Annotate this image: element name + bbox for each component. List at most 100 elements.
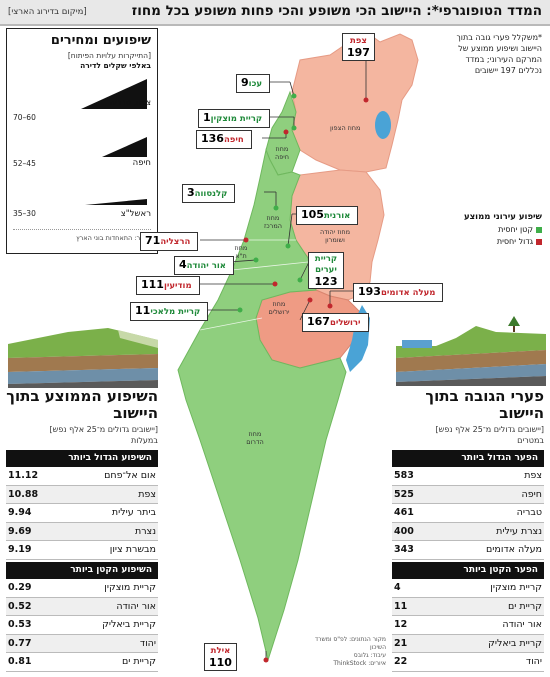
- row-name: ביתר עילית: [111, 507, 156, 519]
- city-box-kiryat-malachi: קריית מלאכי11: [130, 302, 209, 321]
- city-box-eilat: אילת 110: [204, 643, 237, 671]
- legend-subtitle: [התייקרות עלויות הפיתוח]: [67, 51, 151, 60]
- row-value: 21: [394, 637, 408, 649]
- row-value: 11: [394, 600, 408, 612]
- table-row: 0.29 קריית מוצקין: [6, 579, 158, 598]
- row-value: 4: [394, 582, 401, 594]
- row-value: 400: [394, 525, 414, 537]
- city-rank: 193: [358, 285, 381, 298]
- row-value: 0.77: [8, 637, 32, 649]
- page-title: המדד הטופוגרפי*: היישוב הכי משופע והכי פ…: [131, 3, 542, 19]
- row-name: חיפה: [521, 488, 542, 500]
- row-value: 0.53: [8, 619, 32, 631]
- city-rank: 71: [145, 234, 161, 247]
- legend-range-2: 52–45: [13, 159, 36, 168]
- city-rank: 136: [201, 132, 224, 145]
- row-value: 9.94: [8, 507, 32, 519]
- row-value: 0.29: [8, 582, 32, 594]
- table-row: 21 קריית ביאליק: [392, 634, 544, 653]
- table-row: 525 חיפה: [392, 485, 544, 504]
- city-rank: 1: [203, 111, 211, 124]
- table-row: 461 טבריה: [392, 504, 544, 523]
- index-note: *משקלל פערי גובה בתוך היישוב ושיפוע ממוצ…: [456, 33, 543, 75]
- table-row: 9.94 ביתר עילית: [6, 504, 158, 523]
- city-box-acre: עכו9: [236, 74, 271, 93]
- row-name: נצרת: [134, 525, 156, 537]
- city-name: אילת: [210, 646, 231, 656]
- table-row: 0.77 יהוד: [6, 634, 158, 653]
- city-box-qalansawe: קלנסווה3: [182, 184, 236, 203]
- header-bar: [0, 0, 550, 26]
- city-box-kiryat-yearim: קריית יערים 123: [308, 252, 344, 289]
- city-box-or-yehuda: אור יהודה4: [174, 256, 234, 275]
- right-high-table: הפער הגדול ביותר 583 צפת 525 חיפה 461 טבריה…: [392, 450, 544, 560]
- right-low-table: הפער הקטן ביותר 4 קריית מוצקין 11 קריית ים…: [392, 562, 544, 672]
- left-high-title: השיפוע הגדול ביותר: [6, 450, 158, 467]
- city-rank: 167: [307, 315, 330, 328]
- city-name: ירושלים: [329, 318, 361, 328]
- legend-title: שיפועים ומחירים: [50, 33, 151, 48]
- credits-source: מקור הנתונים: לפ"ס ומשרד השיכון: [314, 636, 386, 651]
- row-name: צפת: [524, 470, 542, 482]
- table-row: 400 נצרת עילית: [392, 522, 544, 541]
- city-name: מודיעין: [163, 281, 192, 291]
- map-legend-large-label: גדול יחסית: [496, 237, 533, 246]
- terrain-slope-illustration: [8, 328, 158, 388]
- row-name: טבריה: [516, 507, 542, 519]
- city-name: צפת: [350, 36, 367, 46]
- table-row: 11.12 אום אל־פחם: [6, 467, 158, 486]
- row-name: מעלה אדומים: [485, 544, 542, 556]
- row-value: 461: [394, 507, 414, 519]
- terrain-elevation-illustration: [396, 316, 546, 386]
- city-box-kiryat-motzkin: קריית מוצקין1: [198, 109, 271, 128]
- table-row: 10.88 צפת: [6, 485, 158, 504]
- table-row: 4 קריית מוצקין: [392, 579, 544, 598]
- left-section-title: השיפוע הממוצע בתוך היישוב: [6, 387, 158, 422]
- table-row: 0.52 אור יהודה: [6, 597, 158, 616]
- map-legend-small-label: קטן יחסית: [498, 225, 533, 234]
- row-name: קריית מוצקין: [104, 582, 156, 594]
- city-rank: 197: [347, 46, 370, 59]
- city-name: אור יהודה: [186, 261, 226, 271]
- legend-place-3: ראשל"צ: [120, 209, 151, 219]
- legend-source: מקור: התאחדות בוני הארץ: [76, 234, 151, 242]
- city-box-safed: צפת 197: [342, 33, 375, 61]
- city-box-jerusalem: ירושלים167: [302, 313, 369, 332]
- city-rank: 9: [241, 76, 249, 89]
- steep-wedge-icon: [81, 79, 147, 109]
- map-legend-title: שיפוע עירוני ממוצע: [463, 212, 542, 222]
- row-name: אור יהודה: [116, 600, 156, 612]
- row-name: קריית מוצקין: [490, 582, 542, 594]
- city-name: קריית מלאכי: [150, 307, 201, 317]
- credits-photos: איורים: ThinkStock: [333, 660, 386, 667]
- left-section-subtitle: [יישובים גדולים מ־25 אלף נפש]: [49, 425, 158, 434]
- legend-unit: באלפי שקלים לדירה: [80, 61, 151, 70]
- sea-of-galilee: [375, 111, 391, 139]
- table-row: 22 יהוד: [392, 653, 544, 672]
- city-rank: 11: [135, 304, 151, 317]
- row-name: צפת: [138, 488, 156, 500]
- right-low-title: הפער הקטן ביותר: [392, 562, 544, 579]
- district-label-north: מחוז הצפון: [330, 124, 361, 132]
- row-name: אור יהודה: [502, 619, 542, 631]
- row-name: אום אל־פחם: [104, 470, 156, 482]
- city-name: קלנסווה: [194, 189, 228, 199]
- row-value: 22: [394, 656, 408, 668]
- city-box-oranit: אורנית105: [296, 206, 359, 225]
- city-name: הרצליה: [160, 237, 191, 247]
- city-box-modiin: מודיעין111: [136, 276, 200, 295]
- city-box-maale-adumim: מעלה אדומים193: [353, 283, 444, 302]
- row-value: 525: [394, 488, 414, 500]
- row-value: 11.12: [8, 470, 39, 482]
- credits-design: עיבוד: גלובס: [353, 652, 386, 659]
- right-section-unit: במטרים: [517, 436, 544, 445]
- city-name: עכו: [248, 79, 263, 89]
- table-row: 0.81 קריית ים: [6, 653, 158, 672]
- row-name: מבשרת ציון: [109, 544, 156, 556]
- row-name: קריית ים: [507, 600, 542, 612]
- district-label-center: מחוז המרכז: [263, 214, 283, 230]
- map-legend-small: קטן יחסית: [498, 225, 542, 234]
- left-section: השיפוע הממוצע בתוך היישוב [יישובים גדולי…: [6, 388, 158, 446]
- district-label-judea-samaria: מחוז יהודה ושומרון: [319, 228, 350, 244]
- district-label-south: מחוז הדרום: [246, 430, 264, 446]
